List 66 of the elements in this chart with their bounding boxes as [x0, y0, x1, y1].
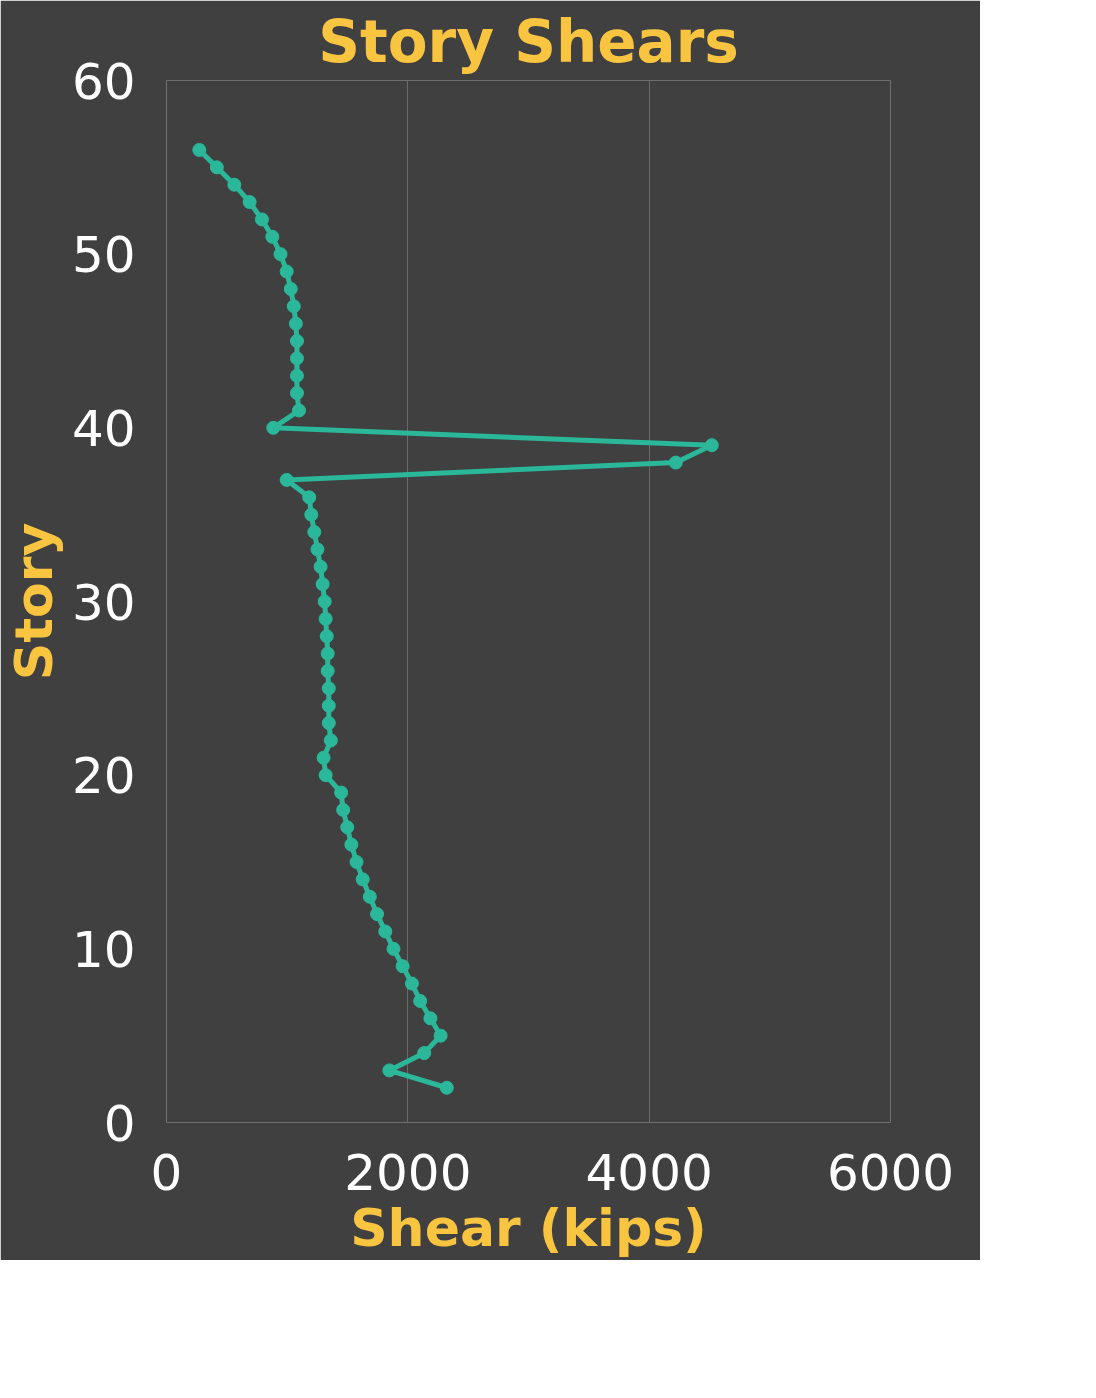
point	[320, 663, 335, 678]
point	[318, 768, 333, 783]
point	[321, 681, 336, 696]
point	[362, 889, 377, 904]
point	[320, 646, 335, 661]
y-axis-title: Story	[3, 522, 64, 681]
point	[319, 629, 334, 644]
chart-title: Story Shears	[318, 7, 739, 76]
y-tick-label: 40	[71, 399, 136, 458]
y-tick-label: 0	[103, 1094, 136, 1153]
point	[289, 368, 304, 383]
point	[289, 334, 304, 348]
y-tick-label: 20	[71, 747, 136, 806]
point	[289, 386, 304, 401]
point	[265, 229, 280, 244]
point	[417, 1046, 432, 1061]
x-tick-label: 0	[150, 1143, 183, 1202]
point	[349, 855, 364, 869]
point	[192, 142, 207, 157]
point	[668, 455, 683, 470]
point	[382, 1063, 397, 1078]
point	[317, 594, 332, 609]
point	[307, 525, 322, 540]
point	[289, 351, 304, 366]
y-tick-label: 30	[71, 573, 136, 632]
point	[323, 733, 338, 748]
y-tick-label: 60	[71, 52, 136, 111]
point	[279, 264, 294, 279]
point	[254, 212, 269, 227]
point	[404, 976, 419, 991]
point	[439, 1080, 454, 1095]
point	[291, 403, 306, 418]
point	[273, 247, 288, 262]
point	[423, 1011, 438, 1026]
y-tick-label: 10	[71, 920, 136, 979]
point	[266, 420, 281, 435]
point	[315, 577, 330, 592]
point	[378, 924, 393, 939]
point	[313, 559, 328, 574]
point	[318, 611, 333, 626]
point	[340, 820, 355, 835]
point	[283, 281, 298, 296]
point	[336, 802, 351, 817]
point	[304, 507, 319, 522]
point	[433, 1028, 448, 1043]
point	[321, 716, 336, 731]
point	[227, 177, 242, 192]
point	[242, 195, 257, 210]
point	[316, 750, 331, 765]
y-tick-label: 50	[71, 226, 136, 285]
point	[413, 993, 428, 1008]
point	[302, 490, 317, 505]
point	[279, 472, 294, 487]
point	[321, 698, 336, 713]
point	[334, 785, 349, 800]
point	[355, 872, 370, 887]
point	[395, 959, 410, 974]
point	[209, 160, 224, 175]
x-tick-label: 6000	[826, 1143, 955, 1202]
point	[704, 438, 719, 453]
point	[370, 907, 385, 922]
point	[344, 837, 359, 852]
point	[310, 542, 325, 557]
point	[386, 941, 401, 956]
point	[286, 299, 301, 314]
point	[288, 316, 303, 331]
